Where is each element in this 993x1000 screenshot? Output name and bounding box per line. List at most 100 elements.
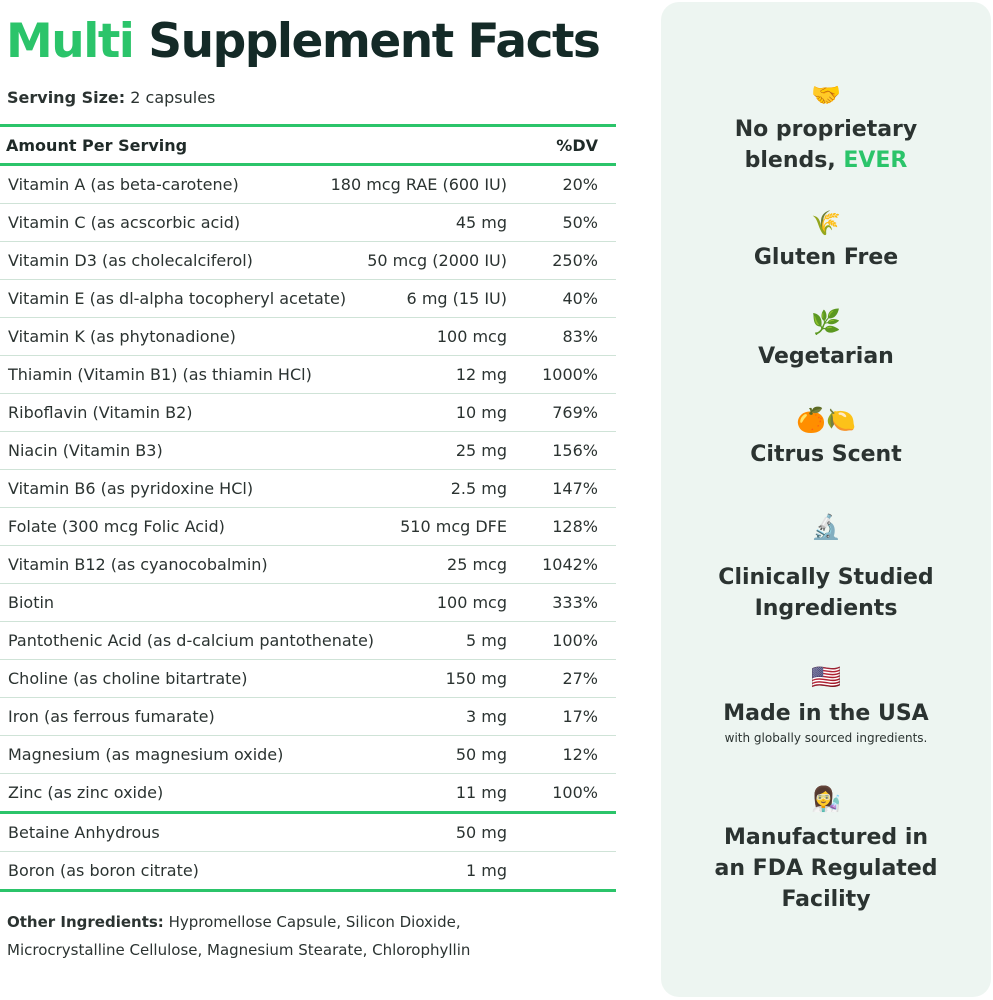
nutrient-dv: 156% xyxy=(552,441,598,460)
nutrient-name: Boron (as boron citrate) xyxy=(8,861,199,880)
table-row: Vitamin D3 (as cholecalciferol) 50 mcg (2… xyxy=(0,242,616,280)
feature-line: an FDA Regulated xyxy=(714,856,938,881)
table-row: Folate (300 mcg Folic Acid) 510 mcg DFE 12… xyxy=(0,508,616,546)
nutrient-amount: 50 mg xyxy=(455,745,507,764)
amount-per-serving-header: Amount Per Serving xyxy=(6,136,188,155)
nutrient-dv: 40% xyxy=(562,289,598,308)
nutrient-amount: 1 mg xyxy=(465,861,507,880)
other-ingredients-line1: Hypromellose Capsule, Silicon Dioxide, xyxy=(168,913,461,931)
citrus-icon: 🍊🍋 xyxy=(796,406,856,434)
feature-gluten-free: 🌾 Gluten Free xyxy=(661,208,991,273)
table-row: Vitamin A (as beta-carotene) 180 mcg RAE … xyxy=(0,166,616,204)
table-row: Zinc (as zinc oxide) 11 mg 100% xyxy=(0,774,616,814)
feature-label: Manufactured in an FDA Regulated Facilit… xyxy=(661,822,991,915)
nutrient-amount: 25 mg xyxy=(455,441,507,460)
nutrient-name: Niacin (Vitamin B3) xyxy=(8,441,163,460)
nutrient-dv: 250% xyxy=(552,251,598,270)
table-row: Magnesium (as magnesium oxide) 50 mg 12% xyxy=(0,736,616,774)
nutrient-name: Riboflavin (Vitamin B2) xyxy=(8,403,193,422)
nutrient-name: Thiamin (Vitamin B1) (as thiamin HCl) xyxy=(8,365,312,384)
nutrient-name: Vitamin D3 (as cholecalciferol) xyxy=(8,251,253,270)
table-row: Vitamin C (as acscorbic acid) 45 mg 50% xyxy=(0,204,616,242)
feature-no-proprietary-blends: 🤝 No proprietary blends, EVER xyxy=(661,80,991,176)
feature-line: No proprietary xyxy=(734,117,918,142)
nutrient-amount: 50 mg xyxy=(455,823,507,842)
title-rest: Supplement Facts xyxy=(148,14,601,69)
features-panel: 🤝 No proprietary blends, EVER 🌾 Gluten F… xyxy=(661,2,991,997)
table-row: Boron (as boron citrate) 1 mg xyxy=(0,852,616,892)
table-row: Betaine Anhydrous 50 mg xyxy=(0,814,616,852)
nutrient-amount: 100 mcg xyxy=(436,593,507,612)
nutrient-name: Vitamin B6 (as pyridoxine HCl) xyxy=(8,479,254,498)
nutrient-amount: 6 mg (15 IU) xyxy=(406,289,507,308)
ever-accent: EVER xyxy=(843,148,908,173)
us-flag-icon: 🇺🇸 xyxy=(811,663,841,691)
nutrient-amount: 510 mcg DFE xyxy=(400,517,507,536)
nutrient-dv: 1000% xyxy=(542,365,598,384)
herb-icon: 🌿 xyxy=(811,308,841,336)
nutrient-amount: 5 mg xyxy=(465,631,507,650)
other-nutrient-rows: Betaine Anhydrous 50 mg Boron (as boron ci… xyxy=(0,814,616,892)
nutrient-name: Vitamin C (as acscorbic acid) xyxy=(8,213,241,232)
nutrient-amount: 11 mg xyxy=(455,783,507,802)
nutrient-name: Vitamin E (as dl-alpha tocopheryl acetat… xyxy=(8,289,347,308)
nutrient-rows: Vitamin A (as beta-carotene) 180 mcg RAE … xyxy=(0,166,616,814)
nutrient-dv: 17% xyxy=(562,707,598,726)
feature-made-in-usa: 🇺🇸 Made in the USA with globally sourced… xyxy=(661,662,991,745)
nutrient-amount: 12 mg xyxy=(455,365,507,384)
table-row: Niacin (Vitamin B3) 25 mg 156% xyxy=(0,432,616,470)
feature-label: Gluten Free xyxy=(753,245,899,270)
table-row: Riboflavin (Vitamin B2) 10 mg 769% xyxy=(0,394,616,432)
table-row: Choline (as choline bitartrate) 150 mg 27% xyxy=(0,660,616,698)
other-ingredients-line2: Microcrystalline Cellulose, Magnesium St… xyxy=(7,941,471,959)
nutrient-dv: 12% xyxy=(562,745,598,764)
feature-label: No proprietary blends, EVER xyxy=(661,114,991,176)
table-row: Thiamin (Vitamin B1) (as thiamin HCl) 12 … xyxy=(0,356,616,394)
feature-line: Clinically Studied xyxy=(718,565,934,590)
feature-label: Clinically Studied Ingredients xyxy=(661,562,991,624)
feature-line: blends, xyxy=(744,148,844,173)
nutrient-name: Folate (300 mcg Folic Acid) xyxy=(8,517,225,536)
table-header: Amount Per Serving %DV xyxy=(0,124,616,166)
nutrient-amount: 50 mcg (2000 IU) xyxy=(367,251,507,270)
feature-vegetarian: 🌿 Vegetarian xyxy=(661,307,991,372)
feature-label: Citrus Scent xyxy=(750,442,902,467)
nutrient-name: Choline (as choline bitartrate) xyxy=(8,669,248,688)
nutrient-dv: 128% xyxy=(552,517,598,536)
nutrient-amount: 100 mcg xyxy=(436,327,507,346)
nutrient-amount: 2.5 mg xyxy=(450,479,507,498)
table-row: Vitamin E (as dl-alpha tocopheryl acetat… xyxy=(0,280,616,318)
serving-size: Serving Size: 2 capsules xyxy=(7,88,215,107)
nutrient-name: Magnesium (as magnesium oxide) xyxy=(8,745,284,764)
scientist-icon: 👩‍🔬 xyxy=(811,785,841,813)
table-row: Vitamin B12 (as cyanocobalmin) 25 mcg 1042… xyxy=(0,546,616,584)
nutrient-name: Betaine Anhydrous xyxy=(8,823,160,842)
nutrient-amount: 180 mcg RAE (600 IU) xyxy=(330,175,507,194)
feature-line: Manufactured in xyxy=(723,825,929,850)
supplement-facts-table: Amount Per Serving %DV Vitamin A (as bet… xyxy=(0,124,616,892)
wheat-icon: 🌾 xyxy=(811,209,841,237)
feature-citrus-scent: 🍊🍋 Citrus Scent xyxy=(661,405,991,470)
nutrient-name: Pantothenic Acid (as d-calcium pantothen… xyxy=(8,631,375,650)
nutrient-dv: 50% xyxy=(562,213,598,232)
feature-fda-facility: 👩‍🔬 Manufactured in an FDA Regulated Fac… xyxy=(661,784,991,915)
table-row: Iron (as ferrous fumarate) 3 mg 17% xyxy=(0,698,616,736)
nutrient-dv: 100% xyxy=(552,783,598,802)
nutrient-dv: 769% xyxy=(552,403,598,422)
page-title: Multi Supplement Facts xyxy=(6,14,601,69)
nutrient-amount: 25 mcg xyxy=(447,555,507,574)
nutrient-amount: 10 mg xyxy=(455,403,507,422)
nutrient-name: Vitamin K (as phytonadione) xyxy=(8,327,236,346)
table-row: Biotin 100 mcg 333% xyxy=(0,584,616,622)
table-row: Vitamin K (as phytonadione) 100 mcg 83% xyxy=(0,318,616,356)
table-row: Vitamin B6 (as pyridoxine HCl) 2.5 mg 147% xyxy=(0,470,616,508)
nutrient-dv: 1042% xyxy=(542,555,598,574)
feature-label: Vegetarian xyxy=(758,344,894,369)
nutrient-amount: 150 mg xyxy=(445,669,507,688)
nutrient-dv: 20% xyxy=(562,175,598,194)
nutrient-dv: 333% xyxy=(552,593,598,612)
nutrient-dv: 83% xyxy=(562,327,598,346)
feature-line: Facility xyxy=(781,887,871,912)
table-row: Pantothenic Acid (as d-calcium pantothen… xyxy=(0,622,616,660)
feature-label: Made in the USA xyxy=(723,701,929,726)
